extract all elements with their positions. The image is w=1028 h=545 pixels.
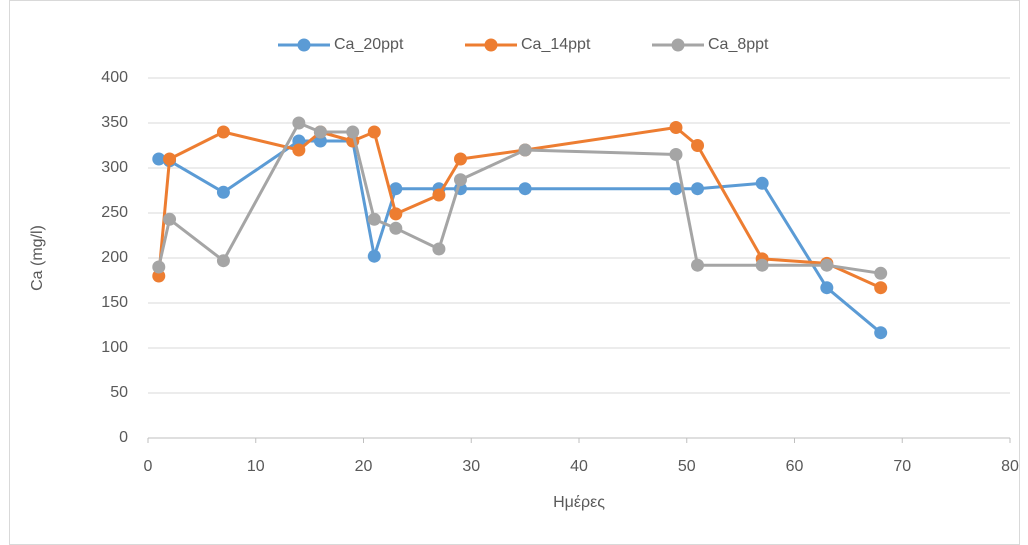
data-point [820, 258, 834, 272]
data-point [691, 182, 705, 196]
data-point [216, 254, 230, 268]
data-point [691, 139, 705, 152]
data-point [389, 221, 403, 235]
y-tick-label: 400 [101, 69, 128, 86]
x-tick-label: 10 [247, 458, 265, 475]
x-tick-label: 60 [786, 458, 804, 475]
data-point [216, 125, 230, 139]
series-line [158, 139, 882, 334]
series-line [157, 126, 882, 290]
data-point [389, 182, 403, 196]
legend-marker [671, 38, 685, 52]
data-point [432, 242, 446, 256]
data-point [163, 212, 177, 226]
series-line [157, 121, 881, 275]
data-point [389, 207, 403, 221]
legend-label: Ca_8ppt [708, 36, 769, 53]
data-point [163, 152, 177, 166]
x-tick-label: 70 [893, 458, 911, 475]
data-point [669, 148, 683, 161]
legend-marker [297, 38, 311, 52]
chart-frame [9, 0, 1020, 545]
y-tick-label: 250 [101, 204, 128, 221]
data-point [367, 249, 381, 263]
data-point [292, 134, 306, 148]
data-point [432, 188, 446, 202]
data-point [453, 152, 467, 166]
data-point [292, 143, 306, 157]
x-tick-label: 50 [678, 458, 696, 475]
y-tick-label: 200 [101, 249, 128, 266]
x-axis-label: Ημέρες [553, 494, 605, 511]
data-point [216, 185, 230, 199]
x-tick-label: 20 [355, 458, 373, 475]
data-point [755, 176, 769, 190]
x-tick-label: 40 [570, 458, 588, 475]
data-point [874, 266, 888, 280]
data-point [453, 173, 467, 187]
data-point [755, 258, 769, 272]
data-point [874, 281, 888, 295]
data-point [313, 125, 327, 139]
data-point [367, 125, 381, 139]
data-point [152, 260, 166, 274]
y-tick-label: 300 [101, 159, 128, 176]
y-tick-label: 150 [101, 294, 128, 311]
legend-marker [484, 38, 498, 52]
data-point [669, 121, 683, 134]
legend-label: Ca_20ppt [334, 36, 404, 53]
data-point [518, 182, 532, 196]
y-tick-label: 50 [110, 384, 128, 401]
y-tick-label: 0 [119, 429, 128, 446]
x-tick-label: 0 [144, 458, 153, 475]
data-point [152, 152, 166, 166]
data-point [367, 212, 381, 226]
x-tick-label: 30 [462, 458, 480, 475]
data-point [820, 281, 834, 295]
data-point [874, 326, 888, 340]
data-point [292, 116, 306, 130]
data-point [346, 125, 360, 139]
y-tick-label: 100 [101, 339, 128, 356]
data-point [691, 258, 705, 272]
data-point [152, 269, 166, 283]
legend-label: Ca_14ppt [521, 36, 591, 53]
y-axis-label: Ca (mg/l) [29, 225, 46, 291]
data-point [313, 134, 327, 148]
data-point [518, 143, 532, 157]
y-tick-label: 350 [101, 114, 128, 131]
x-tick-label: 80 [1001, 458, 1019, 475]
data-point [669, 182, 683, 196]
